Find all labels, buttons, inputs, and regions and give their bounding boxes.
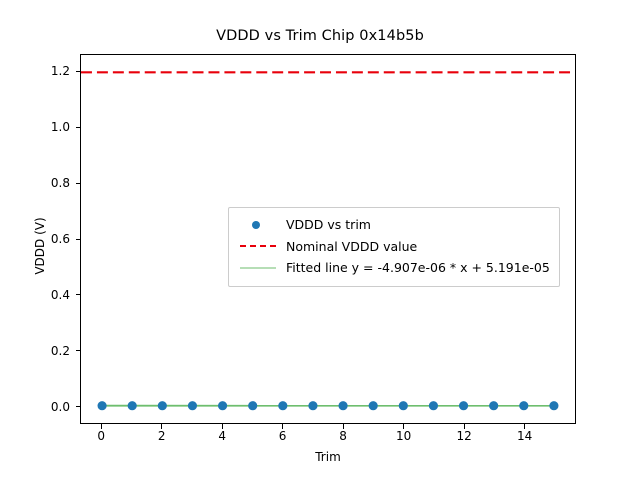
data-point [368,401,378,411]
legend-label: Fitted line y = -4.907e-06 * x + 5.191e-… [286,260,550,276]
chart-legend: VDDD vs trim Nominal VDDD value Fitted lin… [228,207,560,287]
data-point [248,401,258,411]
x-tick-label: 4 [218,429,226,443]
x-tick-mark [524,424,526,429]
data-point [519,401,529,411]
x-tick-mark [463,424,465,429]
y-tick-label: 1.2 [50,64,70,79]
x-tick-label: 8 [339,429,347,443]
data-point [489,401,499,411]
data-point [549,401,559,411]
x-tick-label: 14 [516,429,533,443]
legend-label: VDDD vs trim [286,217,371,233]
y-tick-label: 0.4 [50,287,70,302]
x-tick-mark [282,424,284,429]
data-point [458,401,469,411]
data-point [97,401,107,411]
y-tick-label: 0.0 [50,399,70,414]
y-tick-mark [75,126,80,128]
x-tick-label: 0 [97,429,105,443]
x-tick-label: 2 [157,429,166,443]
y-tick-label: 1.0 [50,120,70,135]
data-point [217,401,228,411]
vddd-scatter-series [97,401,559,411]
legend-key-dashed-line [238,237,278,255]
data-point [278,401,288,411]
y-tick-mark [75,294,80,296]
legend-item: Fitted line y = -4.907e-06 * x + 5.191e-… [238,257,550,279]
legend-item: VDDD vs trim [238,214,550,236]
data-point [338,401,348,411]
data-point [187,401,198,411]
y-tick-mark [75,350,80,352]
x-tick-label: 6 [278,429,287,443]
y-tick-label: 0.8 [50,176,70,191]
x-tick-mark [342,424,344,429]
y-tick-mark [75,182,80,184]
data-point [308,401,318,411]
data-point [398,401,408,411]
plot-canvas [81,71,575,411]
x-axis-label: Trim [315,450,341,464]
legend-label: Nominal VDDD value [286,238,418,254]
y-tick-mark [75,70,80,72]
x-tick-mark [161,424,163,429]
x-tick-mark [100,424,102,429]
data-point [157,401,167,411]
x-tick-mark [403,424,405,429]
x-tick-label: 12 [456,429,472,443]
y-tick-label: 0.2 [50,343,70,358]
data-point [428,401,439,411]
legend-key-marker-dot [238,216,278,234]
y-tick-mark [75,406,80,408]
y-tick-label: 0.6 [50,232,70,246]
data-point [127,401,137,411]
legend-dashed-line-icon [240,245,276,248]
legend-marker-dot-icon [252,220,260,229]
legend-key-solid-line [238,259,278,277]
legend-item: Nominal VDDD value [238,236,550,258]
legend-solid-line-icon [240,267,276,269]
x-tick-mark [221,424,223,429]
x-tick-label: 10 [395,429,412,443]
y-tick-mark [75,238,80,240]
page-title: VDDD vs Trim Chip 0x14b5b [216,28,424,44]
